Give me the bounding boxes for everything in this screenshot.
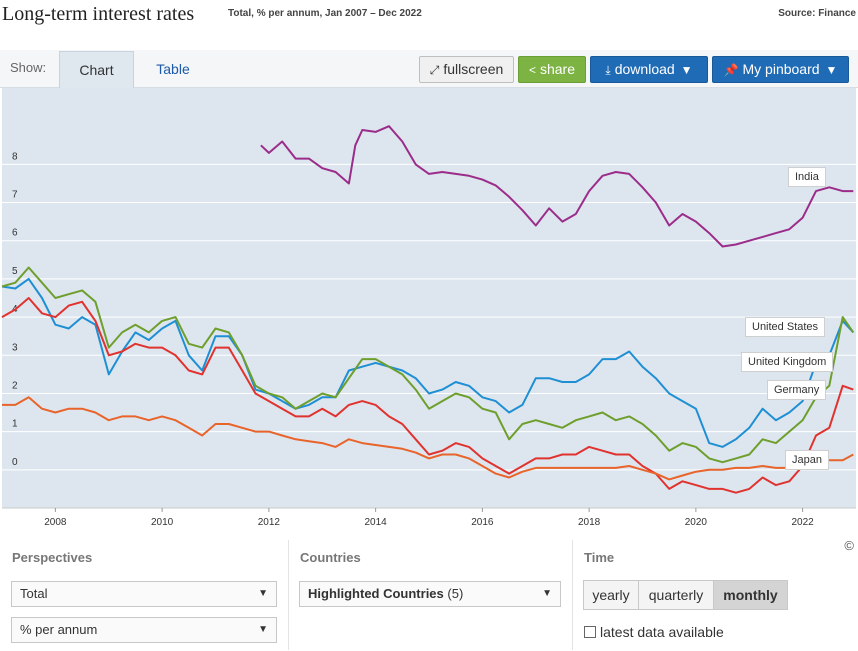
time-monthly-button[interactable]: monthly [713,580,788,610]
y-tick-label: 6 [12,228,18,239]
page-title: Long-term interest rates [2,3,195,25]
y-tick-label: 1 [12,419,18,430]
y-tick-label: 0 [12,457,18,468]
fullscreen-button[interactable]: ⤢ fullscreen [419,56,514,83]
perspectives-label: Perspectives [12,550,93,565]
time-quarterly-button[interactable]: quarterly [638,580,714,610]
pinboard-label: My pinboard [742,61,820,77]
x-axis-band [2,508,856,538]
caret-down-icon: ▼ [825,63,838,77]
y-tick-label: 5 [12,266,18,277]
plot-background [2,88,856,508]
tab-chart[interactable]: Chart [59,51,134,88]
source-label: Source: Finance [778,8,856,19]
show-label: Show: [10,60,47,75]
share-icon: < [528,63,536,77]
download-label: download [614,61,675,77]
divider [288,540,289,650]
time-yearly-button[interactable]: yearly [583,580,639,610]
label-india: India [788,167,826,187]
x-tick-label: 2008 [44,517,67,528]
countries-label: Countries [300,550,361,565]
x-tick-label: 2012 [258,517,281,528]
x-tick-label: 2020 [685,517,708,528]
x-tick-label: 2022 [792,517,815,528]
copyright-icon: © [844,538,854,553]
unit-select[interactable]: % per annum ▼ [11,617,277,643]
divider [572,540,573,650]
y-tick-label: 7 [12,190,18,201]
countries-count: (5) [447,586,464,601]
series-line-united-states [1,277,855,448]
caret-down-icon: ▼ [680,63,693,77]
countries-value: Highlighted Countries [308,586,444,601]
pin-icon: 📌 [723,63,739,77]
share-button[interactable]: < share [518,56,586,83]
latest-data-checkbox[interactable] [584,626,596,638]
caret-down-icon: ▼ [258,588,268,599]
label-germany: Germany [767,380,827,400]
countries-select[interactable]: Highlighted Countries (5) ▼ [299,581,561,607]
caret-down-icon: ▼ [258,624,268,635]
download-icon: ⤓ [605,63,611,77]
expand-icon: ⤢ [429,63,440,77]
y-tick-label: 3 [12,342,18,353]
x-tick-label: 2010 [151,517,174,528]
label-united-states: United States [745,317,826,337]
page-subtitle: Total, % per annum, Jan 2007 – Dec 2022 [228,8,422,19]
header: Long-term interest rates Total, % per an… [0,0,858,30]
measure-value: Total [20,586,48,601]
caret-down-icon: ▼ [542,588,552,599]
time-label: Time [584,550,615,565]
x-tick-label: 2016 [471,517,494,528]
series-line-japan [2,396,854,481]
label-japan: Japan [785,450,829,470]
latest-data-label: latest data available [600,624,724,640]
measure-select[interactable]: Total ▼ [11,581,277,607]
series-line-india [260,125,854,248]
fullscreen-label: fullscreen [443,61,504,77]
pinboard-button[interactable]: 📌 My pinboard ▼ [712,56,849,83]
download-button[interactable]: ⤓ download ▼ [590,56,708,83]
x-tick-label: 2014 [365,517,388,528]
toolbar: Show: Chart Table ⤢ fullscreen < share ⤓ do… [0,50,858,88]
x-tick-label: 2018 [578,517,601,528]
y-tick-label: 2 [12,380,18,391]
series-line-united-kingdom [1,266,855,464]
label-united-kingdom: United Kingdom [741,352,834,372]
y-tick-label: 8 [12,151,18,162]
tab-table[interactable]: Table [156,61,190,77]
share-label: share [539,61,576,77]
unit-value: % per annum [20,622,98,637]
series-line-germany [1,297,854,494]
latest-data-checkbox-row[interactable]: latest data available [584,624,724,640]
